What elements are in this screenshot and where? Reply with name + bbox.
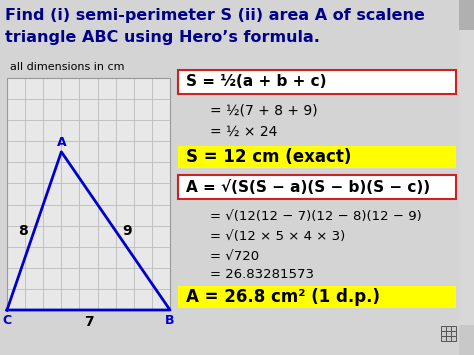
Bar: [459, 0, 474, 30]
Bar: [441, 331, 446, 336]
Bar: [178, 286, 456, 308]
Bar: [7, 78, 170, 310]
Text: A = √(S(S − a)(S − b)(S − c)): A = √(S(S − a)(S − b)(S − c)): [186, 180, 430, 195]
Text: = √(12 × 5 × 4 × 3): = √(12 × 5 × 4 × 3): [210, 230, 345, 243]
Bar: [446, 326, 451, 331]
Text: triangle ABC using Hero’s formula.: triangle ABC using Hero’s formula.: [5, 30, 320, 45]
Text: C: C: [2, 314, 11, 327]
Bar: [446, 331, 451, 336]
Bar: [441, 326, 446, 331]
Text: 7: 7: [84, 315, 93, 329]
Bar: [7, 78, 170, 310]
Bar: [459, 0, 474, 355]
Text: = ½ × 24: = ½ × 24: [210, 125, 277, 139]
Text: 8: 8: [18, 224, 28, 238]
Bar: [451, 326, 456, 331]
Text: B: B: [165, 314, 175, 327]
Text: A = 26.8 cm² (1 d.p.): A = 26.8 cm² (1 d.p.): [186, 288, 380, 306]
Text: = √720: = √720: [210, 250, 259, 263]
Bar: [459, 30, 474, 325]
Text: all dimensions in cm: all dimensions in cm: [10, 62, 125, 72]
Bar: [441, 336, 446, 341]
Bar: [178, 70, 456, 94]
Text: = √(12(12 − 7)(12 − 8)(12 − 9): = √(12(12 − 7)(12 − 8)(12 − 9): [210, 210, 422, 223]
Bar: [451, 331, 456, 336]
Bar: [178, 175, 456, 199]
Text: Find (i) semi-perimeter S (ii) area A of scalene: Find (i) semi-perimeter S (ii) area A of…: [5, 8, 425, 23]
Text: S = 12 cm (exact): S = 12 cm (exact): [186, 148, 351, 166]
Text: 9: 9: [122, 224, 131, 238]
Bar: [178, 146, 456, 168]
Text: S = ½(a + b + c): S = ½(a + b + c): [186, 75, 327, 89]
Bar: [451, 336, 456, 341]
Text: = ½(7 + 8 + 9): = ½(7 + 8 + 9): [210, 103, 318, 117]
Text: A: A: [56, 136, 66, 149]
Text: = 26.83281573: = 26.83281573: [210, 268, 314, 281]
Bar: [446, 336, 451, 341]
